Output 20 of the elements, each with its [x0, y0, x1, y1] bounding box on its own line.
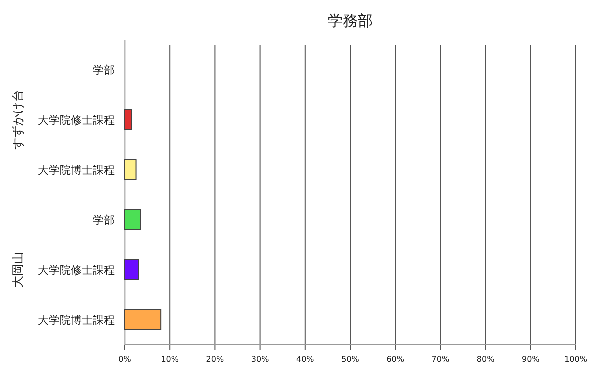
x-tick-label: 40% — [296, 355, 315, 364]
y-tick-label: 学部 — [93, 214, 115, 227]
y-tick-label: 大学院修士課程 — [38, 264, 115, 277]
x-tick-label: 10% — [161, 355, 180, 364]
x-tick-label: 70% — [432, 355, 450, 364]
x-tick-label: 30% — [251, 355, 270, 364]
x-tick-label: 0% — [118, 355, 132, 364]
y-tick-label: 大学院修士課程 — [38, 114, 115, 127]
x-tick-label: 100% — [564, 355, 588, 364]
x-tick-label: 60% — [386, 355, 405, 364]
x-tick-label: 50% — [342, 355, 360, 364]
y-tick-label: 大学院博士課程 — [38, 164, 115, 177]
text: 大岡山 — [11, 252, 25, 288]
text: すずかけ台 — [11, 90, 25, 150]
x-tick-label: 80% — [476, 355, 496, 364]
x-tick-label: 90% — [522, 355, 540, 364]
x-tick-label: 20% — [206, 355, 224, 364]
title: 学務部 — [328, 12, 373, 30]
y-tick-label: 大学院博士課程 — [38, 314, 115, 327]
y-tick-label: 学部 — [93, 64, 115, 77]
